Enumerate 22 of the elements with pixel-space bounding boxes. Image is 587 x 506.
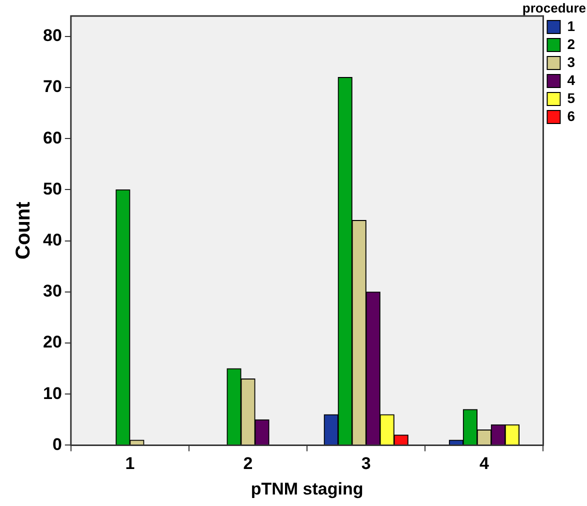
y-tick-label: 70 [42,77,62,96]
x-axis-title: pTNM staging [250,479,364,498]
y-tick-label: 40 [42,230,62,250]
x-tick-label: 4 [479,454,490,474]
x-tick-label: 2 [243,454,253,474]
legend-label: 3 [567,54,576,70]
legend-label: 6 [567,108,576,124]
legend-label: 2 [567,36,576,52]
legend-label: 5 [567,90,576,106]
y-axis-title: Count [12,201,35,260]
y-tick-label: 0 [52,434,62,454]
legend-label: 4 [567,72,576,88]
y-tick-label: 60 [42,128,62,148]
legend-title: procedure [522,0,586,16]
x-tick-label: 1 [125,454,135,474]
y-tick-label: 10 [42,384,62,403]
legend-label: 1 [567,18,576,34]
y-tick-label: 80 [42,26,62,46]
x-tick-label: 3 [361,454,371,474]
y-tick-label: 20 [42,332,62,352]
y-tick-label: 50 [42,179,62,198]
y-tick-label: 30 [42,282,62,301]
